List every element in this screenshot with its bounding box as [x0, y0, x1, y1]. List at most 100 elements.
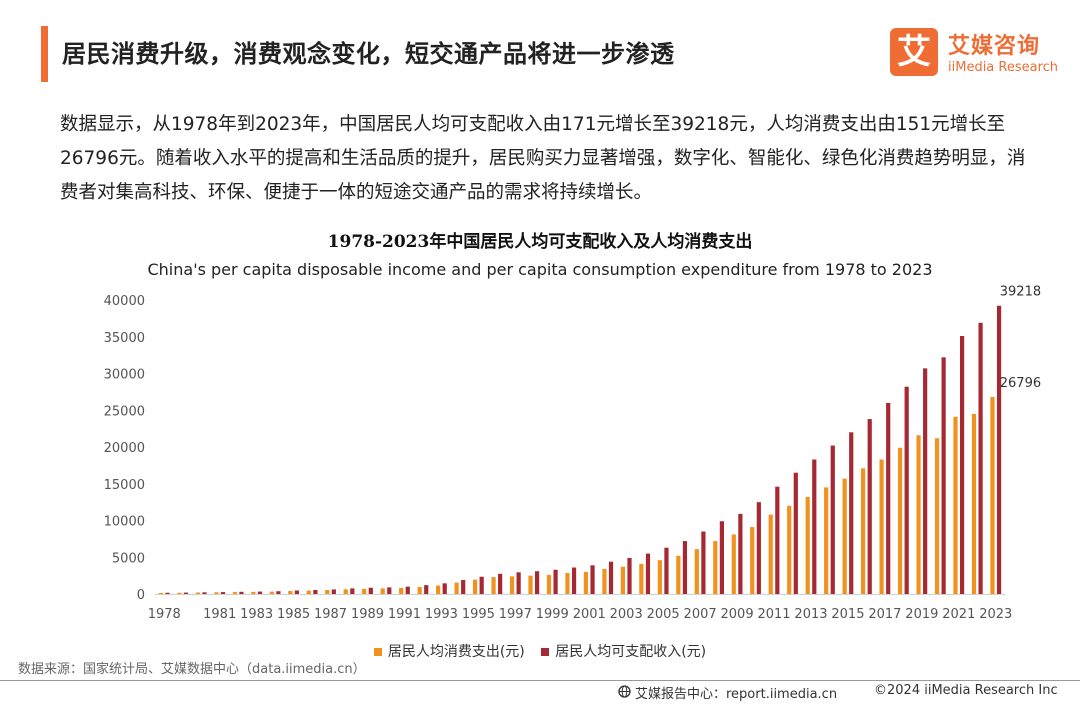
bar-income	[996, 305, 1002, 594]
y-tick-label: 25000	[104, 404, 145, 419]
x-tick-label: 1985	[277, 607, 310, 622]
x-tick-label: 1978	[148, 607, 181, 622]
bar-income	[553, 569, 558, 594]
bar-consumption	[565, 573, 570, 594]
bar-consumption	[491, 577, 496, 594]
y-tick-label: 30000	[104, 368, 145, 383]
bar-consumption	[214, 592, 219, 594]
x-tick-label: 2009	[721, 607, 754, 622]
y-tick-label: 20000	[104, 441, 145, 456]
logo-en-text: iiMedia Research	[948, 60, 1059, 75]
bar-income	[424, 585, 429, 594]
bar-consumption	[288, 590, 293, 594]
x-tick-label: 2007	[684, 607, 717, 622]
bar-consumption	[953, 416, 958, 594]
bar-consumption	[805, 496, 810, 594]
x-tick-label: 1999	[536, 607, 569, 622]
bar-consumption	[861, 468, 866, 594]
logo-cn-text: 艾媒咨询	[948, 34, 1041, 59]
bar-consumption	[842, 478, 847, 594]
bar-income	[220, 592, 226, 594]
bar-consumption	[897, 447, 903, 594]
footer-site: 艾媒报告中心：report.iimedia.cn	[618, 683, 837, 702]
bar-income	[886, 402, 891, 594]
logo-mark: 艾	[890, 28, 938, 76]
header-accent-bar	[41, 26, 48, 82]
bar-income	[479, 576, 484, 594]
bar-income	[682, 541, 688, 594]
bar-income	[331, 589, 336, 594]
bar-income	[904, 386, 909, 594]
x-tick-label: 2021	[942, 607, 975, 622]
bar-consumption	[380, 588, 385, 594]
bar-income	[387, 587, 392, 594]
y-tick-label: 10000	[104, 515, 145, 530]
legend-label-consumption: 居民人均消费支出(元)	[387, 644, 525, 660]
data-source: 数据来源：国家统计局、艾媒数据中心（data.iimedia.cn）	[18, 662, 366, 677]
x-tick-label: 2005	[647, 607, 680, 622]
bar-consumption	[731, 534, 736, 594]
x-tick-label: 2013	[794, 607, 827, 622]
x-tick-label: 1983	[240, 607, 273, 622]
y-tick-label: 5000	[112, 551, 145, 566]
x-tick-label: 2023	[979, 607, 1012, 622]
x-tick-label: 2011	[757, 607, 790, 622]
bar-income	[849, 432, 854, 594]
bar-consumption	[546, 574, 552, 594]
bar-income	[960, 336, 965, 594]
y-tick-label: 0	[137, 588, 145, 603]
bar-income	[516, 572, 521, 594]
bar-consumption	[694, 549, 699, 594]
x-tick-label: 1991	[388, 607, 421, 622]
bar-consumption	[602, 569, 607, 594]
bar-income	[812, 459, 817, 594]
x-tick-label: 2017	[868, 607, 901, 622]
bar-consumption	[417, 587, 422, 594]
bar-income	[590, 565, 595, 594]
footer-copyright: ©2024 iiMedia Research Inc	[874, 683, 1058, 698]
bar-income	[202, 592, 207, 594]
bar-consumption	[158, 592, 164, 594]
legend-swatch-income	[541, 648, 550, 656]
bar-consumption	[362, 588, 367, 594]
globe-icon	[618, 685, 631, 702]
data-label: 39218	[1000, 285, 1041, 300]
chart-title: 1978-2023年中国居民人均可支配收入及人均消费支出	[327, 232, 753, 252]
bar-consumption	[676, 555, 681, 594]
bar-consumption	[325, 590, 330, 594]
bar-consumption	[306, 590, 311, 594]
bar-income	[294, 590, 299, 594]
bar-consumption	[436, 585, 441, 594]
bar-consumption	[620, 566, 625, 594]
bar-income	[257, 591, 263, 594]
bar-income	[405, 586, 410, 594]
bar-income	[867, 419, 872, 594]
y-tick-label: 35000	[104, 331, 145, 346]
x-tick-label: 1989	[351, 607, 384, 622]
bar-income	[830, 445, 835, 594]
x-tick-label: 1987	[314, 607, 347, 622]
bar-consumption	[583, 571, 589, 594]
legend-item-income: 居民人均可支配收入(元)	[541, 641, 706, 661]
bar-income	[165, 592, 170, 594]
bar-income	[719, 521, 724, 594]
y-tick-label: 40000	[104, 294, 145, 309]
bar-income	[738, 513, 743, 594]
bar-consumption	[251, 591, 256, 594]
bar-consumption	[269, 591, 274, 594]
bar-income	[571, 567, 577, 594]
bar-income	[923, 368, 928, 594]
bar-consumption	[824, 487, 829, 594]
bar-income	[793, 472, 798, 594]
bar-income	[461, 580, 466, 594]
bar-consumption	[713, 541, 718, 594]
bar-income	[350, 588, 355, 594]
bar-income	[442, 583, 447, 594]
bar-income	[276, 591, 281, 594]
bar-consumption	[971, 413, 977, 594]
x-tick-label: 2015	[831, 607, 864, 622]
x-tick-label: 1993	[425, 607, 458, 622]
x-tick-label: 2001	[573, 607, 606, 622]
data-label: 26796	[1000, 376, 1041, 391]
y-tick-label: 15000	[104, 478, 145, 493]
